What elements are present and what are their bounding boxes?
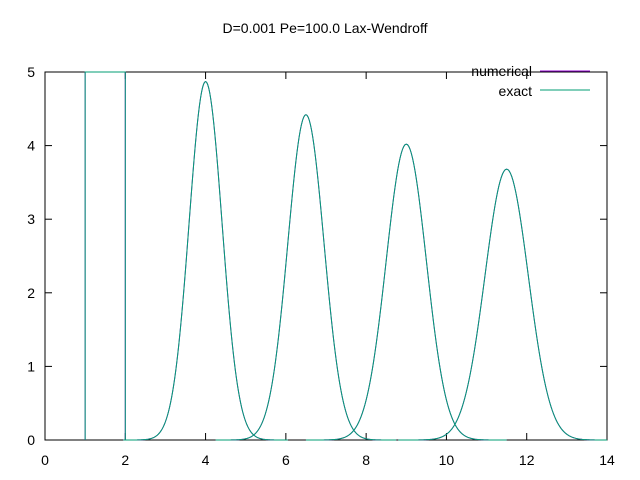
legend-label-exact: exact bbox=[499, 83, 533, 99]
y-tick-label: 1 bbox=[27, 358, 35, 374]
exact-pulse-1 bbox=[123, 80, 288, 441]
x-tick-label: 0 bbox=[41, 452, 49, 468]
numerical-pulse-3 bbox=[305, 143, 507, 441]
x-tick-label: 2 bbox=[121, 452, 129, 468]
numerical-pulse-4 bbox=[398, 168, 607, 441]
exact-pulse-4 bbox=[398, 168, 607, 441]
y-tick-label: 3 bbox=[27, 211, 35, 227]
series-numerical bbox=[84, 71, 607, 441]
series-exact bbox=[84, 71, 607, 441]
exact-pulse-3 bbox=[305, 143, 507, 441]
x-tick-label: 14 bbox=[599, 452, 615, 468]
x-tick-label: 12 bbox=[519, 452, 535, 468]
legend-label-numerical: numerical bbox=[471, 63, 532, 79]
y-tick-label: 0 bbox=[27, 432, 35, 448]
chart-title: D=0.001 Pe=100.0 Lax-Wendroff bbox=[223, 20, 428, 36]
x-tick-label: 4 bbox=[202, 452, 210, 468]
y-tick-label: 2 bbox=[27, 285, 35, 301]
exact-pulse-2 bbox=[215, 114, 397, 441]
exact-pulse-0 bbox=[84, 71, 126, 440]
numerical-pulse-1 bbox=[123, 80, 288, 441]
x-tick-label: 8 bbox=[362, 452, 370, 468]
plot-frame bbox=[44, 71, 608, 441]
y-tick-label: 4 bbox=[27, 138, 35, 154]
x-tick-label: 10 bbox=[439, 452, 455, 468]
y-tick-label: 5 bbox=[27, 64, 35, 80]
numerical-pulse-2 bbox=[215, 114, 397, 441]
series-layer bbox=[84, 71, 607, 441]
legend: numerical exact bbox=[471, 63, 590, 99]
numerical-pulse-0 bbox=[84, 71, 126, 440]
x-tick-label: 6 bbox=[282, 452, 290, 468]
